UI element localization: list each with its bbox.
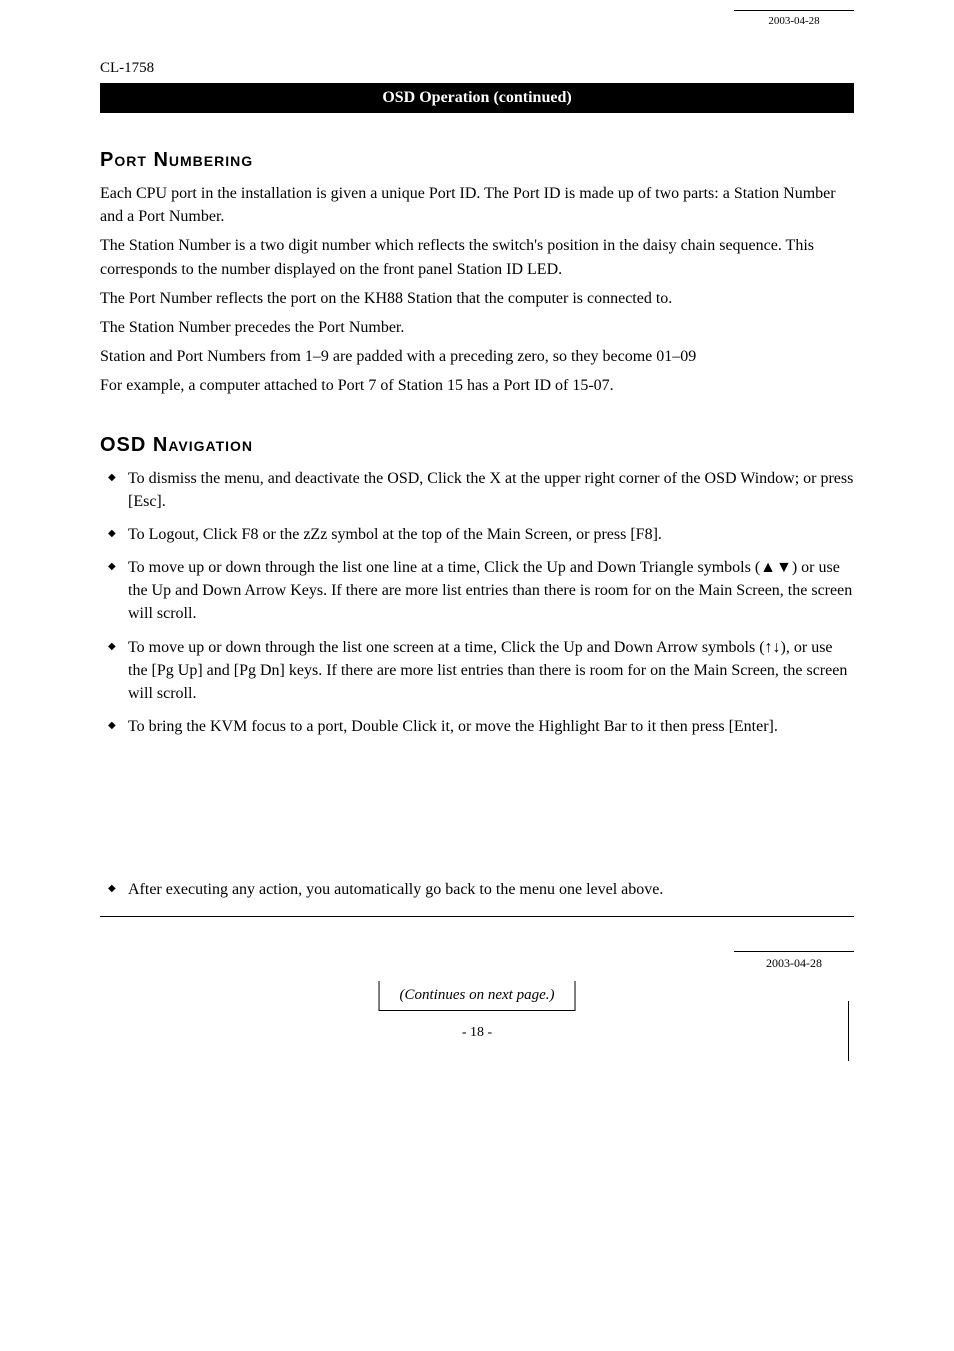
list-item: To Logout, Click F8 or the zZz symbol at… — [100, 523, 854, 546]
list-item: To dismiss the menu, and deactivate the … — [100, 467, 854, 513]
body-paragraph: For example, a computer attached to Port… — [100, 374, 854, 397]
body-paragraph: The Station Number precedes the Port Num… — [100, 316, 854, 339]
chapter-title-bar: OSD Operation (continued) — [100, 83, 854, 113]
document-page: 2003-04-28 CL-1758 OSD Operation (contin… — [0, 0, 954, 1351]
list-item: To bring the KVM focus to a port, Double… — [100, 715, 854, 738]
bullet-list-trailing: After executing any action, you automati… — [100, 878, 854, 901]
horizontal-divider — [100, 916, 854, 917]
body-paragraph: The Station Number is a two digit number… — [100, 234, 854, 280]
model-id: CL-1758 — [100, 60, 854, 77]
list-item: To move up or down through the list one … — [100, 636, 854, 706]
margin-rule — [848, 1001, 849, 1061]
body-paragraph: Station and Port Numbers from 1–9 are pa… — [100, 345, 854, 368]
section-heading-osd-navigation: OSD Navigation — [100, 434, 854, 457]
page-number: - 18 - — [462, 1025, 492, 1041]
body-paragraph: Each CPU port in the installation is giv… — [100, 182, 854, 228]
body-paragraph: The Port Number reflects the port on the… — [100, 287, 854, 310]
section-heading-port-numbering: Port Numbering — [100, 149, 854, 172]
list-item: After executing any action, you automati… — [100, 878, 854, 901]
bullet-list: To dismiss the menu, and deactivate the … — [100, 467, 854, 739]
footer-date: 2003-04-28 — [734, 951, 854, 971]
continues-note: (Continues on next page.) — [379, 981, 576, 1011]
list-item: To move up or down through the list one … — [100, 556, 854, 626]
header-date: 2003-04-28 — [734, 10, 854, 27]
